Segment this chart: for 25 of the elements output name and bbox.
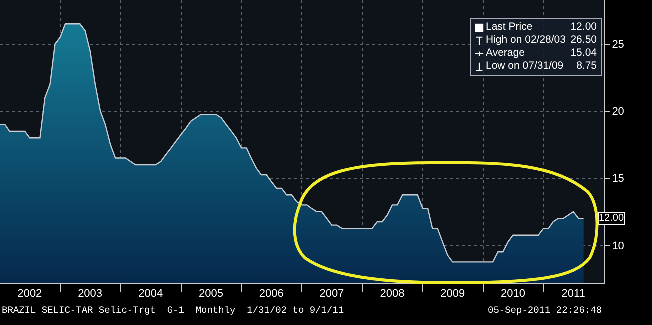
annotation: 12.00 xyxy=(570,21,597,34)
y-tick-label: 15 xyxy=(612,173,624,186)
x-tick-label: 2002 xyxy=(18,288,42,300)
annotation: High on 02/28/03 xyxy=(486,34,566,47)
annotation: Average xyxy=(486,47,525,60)
annotation: Low on 07/31/09 xyxy=(486,60,564,73)
x-tick-label: 2009 xyxy=(440,288,466,300)
y-tick-label: 25 xyxy=(612,39,624,52)
x-tick-label: 2006 xyxy=(259,288,284,300)
annotation: 12.00 xyxy=(599,213,624,224)
x-tick-label: 2003 xyxy=(78,288,103,300)
annotation: 8.75 xyxy=(576,60,597,73)
annotation: 26.50 xyxy=(570,34,597,47)
y-tick-label: 20 xyxy=(612,106,624,118)
text: BRAZIL SELIC-TAR Selic-Trgt G-1 Monthly 1/31/02 to 9/1/11 xyxy=(2,305,344,316)
x-tick-label: 2008 xyxy=(380,288,405,300)
annotation: Last Price xyxy=(486,21,533,34)
text: 05-Sep-2011 22:26:48 xyxy=(488,305,602,316)
x-tick-label: 2011 xyxy=(562,288,586,300)
annotation: 15.04 xyxy=(570,47,597,60)
x-tick-label: 2005 xyxy=(198,288,224,300)
y-tick-label: 10 xyxy=(612,240,624,252)
x-tick-label: 2010 xyxy=(500,288,526,300)
x-tick-label: 2004 xyxy=(138,288,164,300)
x-tick-label: 2007 xyxy=(320,288,344,300)
